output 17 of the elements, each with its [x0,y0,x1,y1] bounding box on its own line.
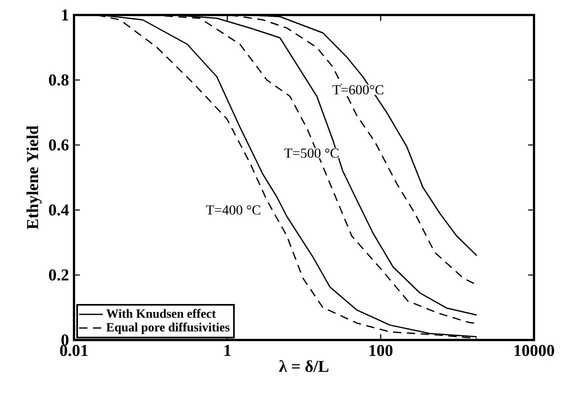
legend-label: Equal pore diffusivities [106,322,230,334]
annotation: T=600°C [332,85,384,94]
annotation: T=500 °C [284,148,338,158]
y-tick-label: 0 [61,334,68,346]
y-tick-label: 0.6 [48,139,69,151]
annotation: T=400 °C [206,205,260,215]
y-tick-label: 0.8 [48,74,69,86]
x-tick-label: 1 [224,344,231,356]
legend-label: With Knudsen effect [106,308,216,318]
x-tick-label: 100 [370,344,392,356]
x-tick-label: 0.01 [60,344,88,356]
y-tick-label: 0.2 [48,269,68,281]
x-axis-title: λ = δ/L [279,360,328,372]
y-tick-label: 0.4 [48,204,69,216]
x-tick-label: 10000 [514,344,554,356]
y-tick-label: 1 [62,10,68,20]
y-axis-title: Ethylene Yield [26,126,42,230]
